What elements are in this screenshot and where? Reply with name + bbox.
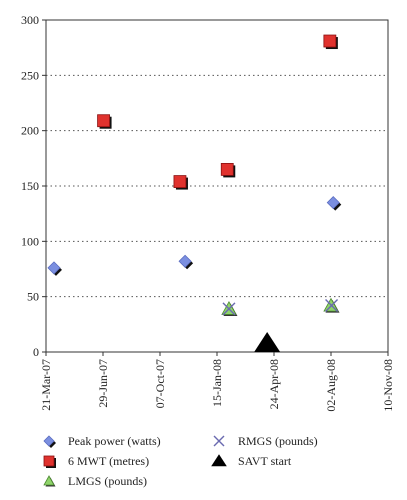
data-point-square-4 [323, 34, 338, 50]
y-tick-label: 200 [21, 124, 39, 138]
x-tick-label: 24-Apr-08 [267, 359, 281, 409]
square-legend-marker [43, 455, 56, 468]
legend-item: Peak power (watts) [40, 432, 210, 450]
data-point-diamond-2 [178, 254, 194, 270]
x-tick-label: 29-Jun-07 [96, 359, 110, 408]
y-tick-label: 300 [21, 13, 39, 27]
diamond-legend-marker [43, 435, 56, 448]
chart-legend: Peak power (watts) RMGS (pounds) 6 MWT (me… [40, 432, 380, 496]
x-tick-label: 21-Mar-07 [39, 359, 53, 411]
data-point-square-3 [220, 162, 236, 178]
triangle-legend-icon [40, 473, 60, 489]
y-tick-label: 100 [21, 234, 39, 248]
square-legend-icon [40, 453, 60, 469]
legend-item: RMGS (pounds) [210, 432, 380, 450]
y-tick-label: 150 [21, 179, 39, 193]
legend-item: 6 MWT (metres) [40, 452, 210, 470]
filled-triangle-legend-marker [211, 454, 227, 467]
legend-label: RMGS (pounds) [238, 433, 318, 448]
x-legend-marker [213, 435, 225, 447]
data-point-x-2 [325, 299, 339, 313]
chart-area: 0 50 100 150 200 250 300 21-Mar-07 29-Jun-07 07-O… [21, 13, 395, 412]
data-point-square-1 [97, 114, 112, 129]
x-tick-label: 07-Oct-07 [153, 359, 167, 408]
data-point-diamond-1 [47, 261, 62, 276]
data-point-square-2 [173, 175, 188, 190]
y-tick-label: 50 [27, 290, 39, 304]
legend-label: LMGS (pounds) [68, 473, 148, 488]
data-point-x-1 [222, 302, 236, 316]
y-tick-label: 0 [33, 345, 39, 359]
data-point-diamond-3 [326, 196, 342, 211]
legend-label: SAVT start [238, 453, 292, 468]
scatter-chart: 0 50 100 150 200 250 300 21-Mar-07 29-Jun-07 07-O… [21, 13, 395, 412]
x-tick-label: 02-Aug-08 [324, 359, 338, 412]
triangle-legend-marker [43, 475, 56, 487]
legend-item: SAVT start [210, 452, 380, 470]
x-tick-label: 15-Jan-08 [210, 359, 224, 407]
y-tick-label: 250 [21, 68, 39, 82]
legend-label: Peak power (watts) [68, 433, 161, 448]
data-point-filled-triangle-1 [254, 332, 281, 352]
legend-item: LMGS (pounds) [40, 472, 210, 490]
x-legend-icon [210, 433, 230, 449]
x-tick-label: 10-Nov-08 [381, 359, 395, 412]
legend-label: 6 MWT (metres) [68, 453, 150, 468]
filled-triangle-legend-icon [210, 453, 230, 469]
diamond-legend-icon [40, 433, 60, 449]
